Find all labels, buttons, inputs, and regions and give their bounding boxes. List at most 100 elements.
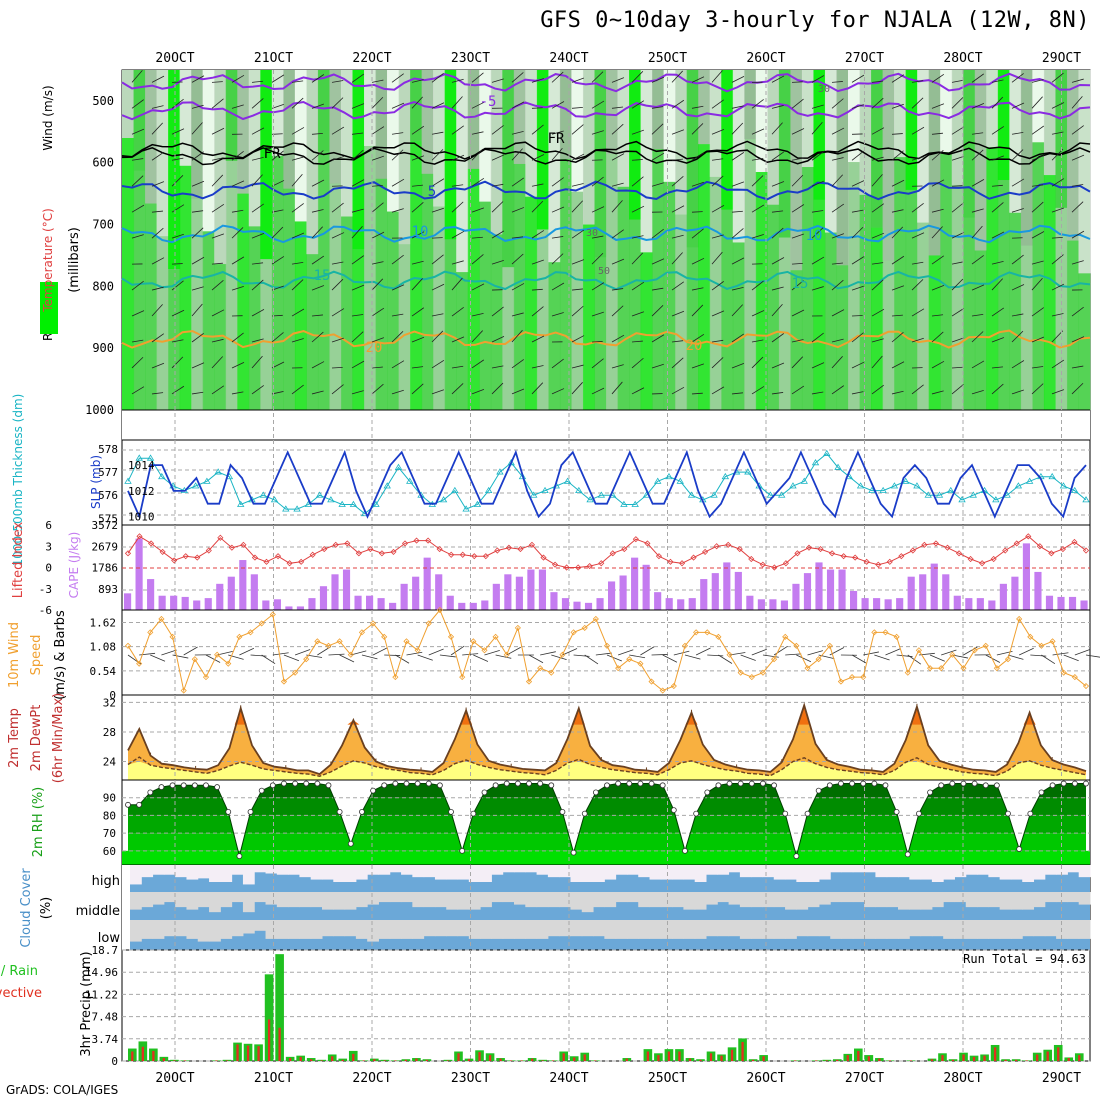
cloud-cell-high [672,865,684,880]
cloud-cell-low [649,920,662,939]
wind-barb [251,309,265,317]
ylabel-precip: 3hr Precip (mm) [79,951,94,1056]
cloud-cell-high [875,865,888,878]
wind10m-barb [707,654,724,657]
wind-barb [931,255,945,265]
rh-column-lower [824,232,838,410]
wind10m-point [949,651,956,658]
thickness-point [969,491,978,498]
rh2m-point [203,782,209,789]
wind-barb [131,386,145,395]
cloud-cell-low [683,920,696,939]
pressure-tick-label: 900 [92,341,114,355]
wind-barb [491,201,504,213]
wind-barb [711,386,725,395]
wind-barb [751,310,765,317]
wind-barb [771,75,785,83]
cloud-cell-middle [1056,892,1068,903]
wind-barb [731,76,745,83]
cloud-cell-high [378,865,391,875]
rh-column-upper [974,70,987,251]
wind-barb [951,308,965,317]
precip-convective-bar [930,1059,934,1061]
wind-barb [211,81,223,83]
wind10m-barb [294,649,311,656]
rh2m-point [637,780,644,787]
precip-convective-bar [173,1060,176,1061]
wind-barb [391,360,405,369]
cloud-cell-middle [1010,892,1023,910]
wind-barb [331,126,345,135]
cape-bar [596,598,604,610]
rh-column-lower [202,231,215,410]
precip-convective-bar [1036,1054,1039,1061]
rh-column-upper [133,70,146,171]
wind-barb [171,356,184,369]
wind-barb [911,80,924,83]
wind10m-point [169,633,176,640]
cloud-cell-low [547,920,560,937]
wind-barb [1071,154,1085,161]
wind-barb [611,200,623,213]
precip-convective-bar [825,1060,828,1061]
wind10m-point [292,669,299,676]
wind-barb [991,79,1004,83]
wind-barb [891,285,905,291]
rh-column-lower [640,252,653,410]
rh-column-lower [686,247,699,410]
cloud-cell-low [186,920,199,939]
wind-barb [431,72,444,83]
wind-barb [451,260,464,265]
wind-barb [331,278,344,291]
cape-bar [953,595,961,610]
rh2m-point [214,784,221,790]
wind10m-barb [183,646,198,656]
wind10m-barb [484,649,500,656]
wind-barb [751,204,765,213]
cloud-cell-middle [898,892,910,910]
cloud-cell-low [604,920,617,939]
wind-barb [991,202,1004,213]
cloud-cell-low [943,920,955,939]
precip-convective-bar [552,1060,555,1061]
wind10m-barb [361,654,378,660]
wind-barb [991,96,1004,109]
precip-convective-bar [867,1056,870,1061]
cape-bar [250,574,258,610]
wind-barb [411,184,424,187]
run-total-label: Run Total = 94.63 [963,952,1086,966]
rh2m-point [481,789,488,796]
lifted-point [713,543,720,550]
rh-column-upper [594,70,607,258]
wind10m-point [559,651,566,658]
wind-barb [471,236,483,239]
wind10m-barb [629,654,646,659]
lifted-tick-label: 6 [45,519,52,532]
wind-barb [691,105,704,109]
wind-barb [591,235,604,239]
cloud-cell-high [830,865,843,873]
rh-column-lower [709,176,722,410]
cloud-cell-high [355,865,368,880]
rh-column-lower [986,147,999,411]
wind-barb [431,149,444,161]
rh-column-upper [364,70,377,147]
wind-barb [371,231,385,239]
rh2m-point [1071,780,1078,787]
lifted-point [586,563,593,570]
wind-barb [591,252,604,265]
rh-column-lower [1043,175,1057,410]
rh2m-point [982,782,989,789]
cloud-cell-low [593,920,605,937]
wind-barb [991,261,1004,265]
wind-barb [551,206,565,213]
cloud-cell-high [739,865,752,878]
wind-barb [331,232,345,239]
cape-bar [1057,596,1065,610]
wind-barb [871,232,885,239]
thickness-point [282,505,290,512]
wind10m-point [1071,674,1078,681]
wind-barb [751,386,765,395]
rh2m-point [815,787,822,794]
